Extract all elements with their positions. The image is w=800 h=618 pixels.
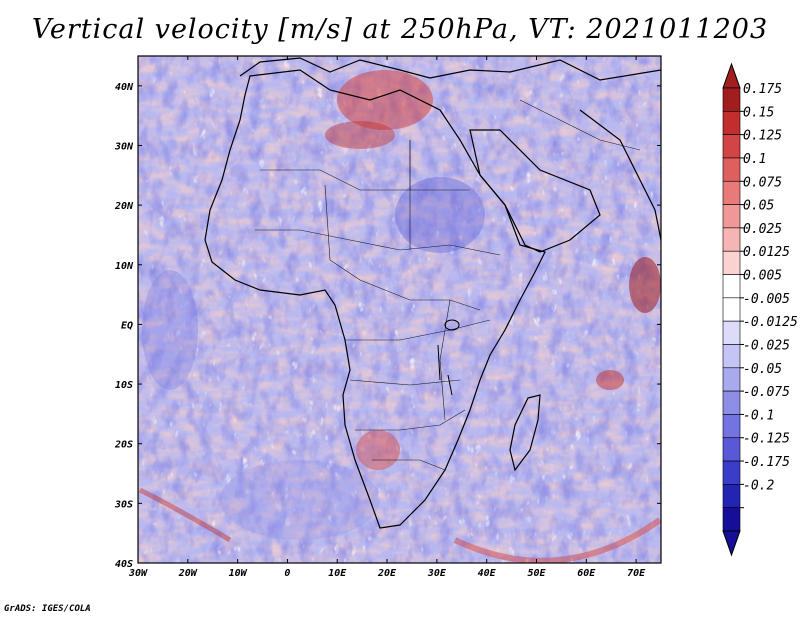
colorbar-label: -0.125 (743, 432, 790, 447)
colorbar-swatch (722, 367, 741, 392)
lat-tick-label: EQ (121, 320, 133, 331)
coastlines (204, 57, 661, 529)
colorbar-label: -0.075 (743, 385, 790, 400)
lakes (437, 319, 460, 396)
colorbar-label: 0.1 (743, 152, 766, 167)
colorbar-swatch (722, 320, 741, 345)
colorbar-swatch (722, 111, 741, 135)
lon-tick-label: 10W (229, 568, 248, 579)
colorbar-bottom-arrow (722, 530, 741, 557)
lat-tick-label: 40N (115, 82, 134, 93)
map-frame (137, 55, 662, 564)
lat-tick-label: 10N (115, 261, 134, 272)
lon-tick-label: 50E (527, 568, 546, 579)
velocity-field (138, 56, 661, 563)
lat-tick-label: 30N (114, 141, 134, 152)
colorbar-swatch (722, 134, 741, 159)
colorbar-label: -0.1 (743, 408, 774, 423)
lat-axis: 40N 30N 20N 10N EQ 10S 20S 30S 40S (114, 82, 661, 570)
lon-tick-label: 0 (284, 568, 290, 579)
colorbar-label: -0.175 (743, 455, 790, 470)
colorbar-swatch (722, 227, 741, 252)
colorbar-swatch (722, 460, 741, 485)
colorbar-label: -0.05 (743, 362, 782, 377)
lat-tick-label: 10S (115, 380, 133, 391)
colorbar: 0.175 0.15 0.125 0.1 0.075 0.05 0.025 0.0125 0.0… (722, 62, 798, 557)
lon-tick-label: 20W (178, 568, 198, 579)
colorbar-swatch (722, 157, 741, 182)
colorbar-swatch (722, 344, 741, 369)
colorbar-label: 0.005 (743, 269, 782, 284)
colorbar-label: 0.15 (743, 105, 774, 120)
colorbar-label: -0.005 (743, 292, 790, 307)
colorbar-label: -0.2 (743, 478, 774, 493)
lon-tick-label: 20E (377, 568, 397, 579)
colorbar-swatch (722, 437, 741, 462)
colorbar-swatch (722, 484, 741, 508)
lon-tick-label: 10E (328, 568, 347, 579)
colorbar-swatch (722, 250, 741, 275)
colorbar-label: 0.125 (743, 129, 782, 144)
colorbar-swatch (722, 87, 741, 112)
colorbar-label: 0.05 (743, 199, 774, 214)
lon-tick-label: 30E (427, 568, 447, 579)
colorbar-label: 0.175 (743, 82, 782, 97)
lat-tick-label: 20N (114, 201, 134, 212)
colorbar-label: 0.025 (743, 222, 782, 237)
lon-tick-label: 60E (577, 568, 596, 579)
colorbar-label: 0.0125 (743, 245, 790, 260)
colorbar-swatch (722, 507, 741, 532)
colorbar-swatch (722, 414, 741, 439)
chart-title: Vertical velocity [m/s] at 250hPa, VT: 2… (31, 14, 769, 45)
colorbar-swatch (722, 204, 741, 229)
lon-tick-label: 30W (128, 568, 148, 579)
credit-text: GrADS: IGES/COLA (4, 604, 91, 614)
lat-tick-label: 40S (115, 559, 133, 570)
country-borders (255, 99, 641, 471)
colorbar-swatch (722, 180, 741, 205)
colorbar-label: 0.075 (743, 175, 782, 190)
colorbar-swatch (722, 297, 741, 322)
lon-tick-label: 70E (627, 568, 646, 579)
lat-tick-label: 20S (114, 440, 133, 451)
colorbar-top-arrow (722, 62, 741, 89)
lat-tick-label: 30S (114, 499, 133, 510)
colorbar-label: -0.025 (743, 338, 790, 353)
colorbar-swatch (722, 390, 741, 415)
colorbar-swatch (722, 274, 741, 299)
lon-tick-label: 40E (478, 568, 497, 579)
colorbar-label: -0.0125 (743, 315, 798, 330)
lon-axis: 30W 20W 10W 0 10E 20E 30E 40E 50E 60E 70E (128, 56, 646, 579)
